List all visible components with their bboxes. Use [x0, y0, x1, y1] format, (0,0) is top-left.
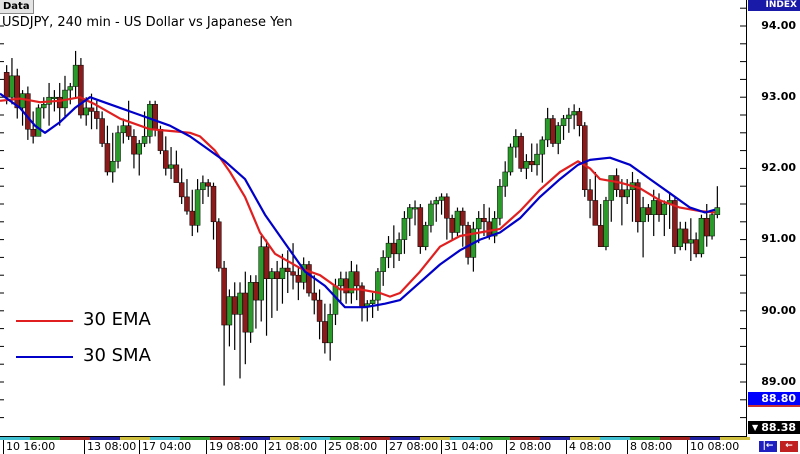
chart-plot-area[interactable]: Data USDJPY, 240 min - US Dollar vs Japa… [0, 0, 747, 437]
price-label: 91.00 [761, 232, 796, 245]
index-label: INDEX [748, 0, 800, 11]
sma-legend-label: 30 SMA [83, 345, 151, 366]
ema-legend-label: 30 EMA [83, 309, 151, 330]
price-label: 92.00 [761, 161, 796, 174]
price-label: 94.00 [761, 19, 796, 32]
time-label: 27 08:00 [386, 440, 438, 454]
chart-title: USDJPY, 240 min - US Dollar vs Japanese … [2, 15, 293, 30]
current-price-value: 88.38 [761, 421, 796, 434]
down-triangle-icon: ▼ [752, 423, 759, 432]
time-label: 19 08:00 [206, 440, 258, 454]
time-label: 21 08:00 [265, 440, 317, 454]
time-label: 17 04:00 [139, 440, 191, 454]
price-label: 89.00 [761, 375, 796, 388]
scroll-to-start-button[interactable]: |← [758, 440, 778, 453]
data-tab[interactable]: Data [0, 0, 34, 14]
ema-legend-line [16, 320, 73, 322]
time-label: 31 04:00 [441, 440, 493, 454]
time-label: 25 08:00 [325, 440, 377, 454]
price-tag-underline [748, 405, 800, 407]
price-tag-blue: 88.80 [748, 392, 800, 405]
price-axis[interactable]: INDEX 94.00 93.00 92.00 91.00 90.00 89.00 88.… [747, 0, 800, 437]
scroll-back-button[interactable]: ← [779, 440, 799, 453]
time-label: 8 08:00 [627, 440, 672, 454]
time-label: 2 08:00 [506, 440, 551, 454]
time-label: 10 08:00 [687, 440, 739, 454]
time-label: 10 16:00 [3, 440, 55, 454]
candlestick-chart [0, 7, 746, 419]
time-axis[interactable]: 10 16:00 13 08:00 17 04:00 19 08:00 21 08:00… [0, 437, 750, 454]
time-label: 13 08:00 [84, 440, 136, 454]
time-label: 4 08:00 [566, 440, 611, 454]
sma-legend-line [16, 356, 73, 358]
price-label: 90.00 [761, 304, 796, 317]
price-label: 93.00 [761, 90, 796, 103]
price-tag-current: ▼ 88.38 [748, 421, 800, 434]
